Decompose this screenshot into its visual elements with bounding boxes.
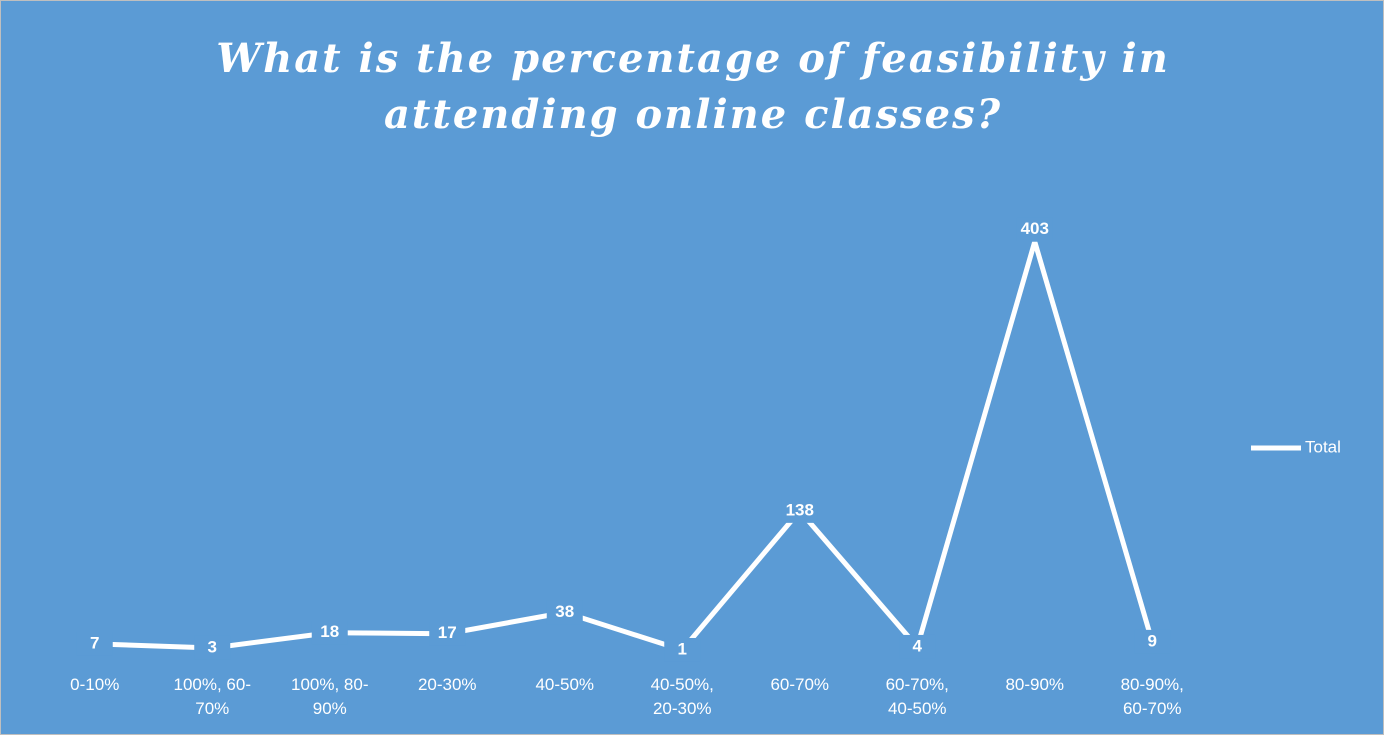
data-label: 17 [438, 623, 457, 642]
label-bg [546, 600, 583, 625]
x-tick-label: 40-50%, 20-30% [650, 675, 714, 718]
x-tick-label: 60-70% [770, 675, 830, 694]
x-tick-label: 20-30% [417, 675, 477, 694]
x-tick-label: 40-50% [535, 675, 595, 694]
x-tick-label: 100%, 60-70% [173, 675, 252, 718]
label-bg [1016, 217, 1053, 242]
label-bg [311, 620, 348, 645]
label-bg [194, 635, 231, 660]
data-label: 9 [1148, 631, 1157, 650]
x-tick-label: 60-70%, 40-50% [885, 675, 949, 718]
label-bg [1134, 629, 1171, 654]
x-tick-label: 0-10% [70, 675, 120, 694]
legend-label: Total [1305, 437, 1341, 456]
x-tick-label: 100%, 80-90% [291, 675, 369, 718]
data-label: 3 [208, 637, 217, 656]
label-bg [899, 634, 936, 659]
label-bg [76, 631, 113, 656]
label-bg [664, 637, 701, 662]
data-label: 138 [786, 500, 814, 519]
data-label: 7 [90, 633, 99, 652]
line [94, 232, 1155, 653]
label-bg [429, 621, 466, 646]
label-bg [781, 498, 818, 523]
x-tick-label: 80-90%, 60-70% [1120, 675, 1184, 718]
data-label: 38 [555, 602, 574, 621]
data-label: 403 [1021, 219, 1049, 238]
chart-title: What is the percentage of feasibility in… [216, 35, 1170, 138]
data-label: 1 [678, 639, 687, 658]
x-tick-label: 80-90% [1005, 675, 1065, 694]
data-label: 4 [913, 636, 923, 655]
data-label: 18 [320, 622, 339, 641]
